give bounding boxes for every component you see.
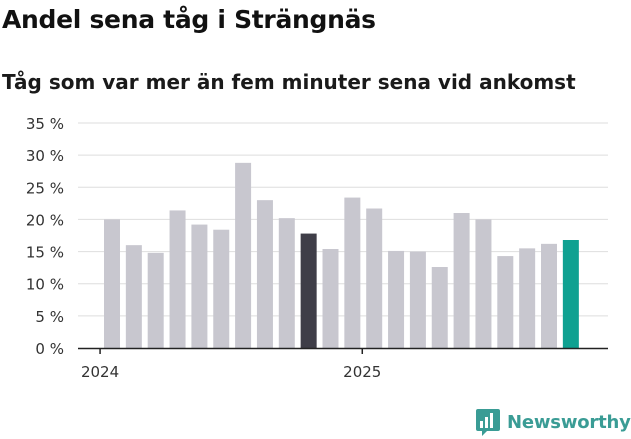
bar bbox=[300, 233, 317, 348]
bar bbox=[519, 248, 536, 348]
bar bbox=[278, 218, 295, 348]
bar bbox=[344, 197, 361, 348]
bar bbox=[322, 249, 339, 348]
bar bbox=[147, 252, 164, 348]
bar bbox=[256, 200, 273, 348]
bar bbox=[409, 251, 426, 348]
chart-subtitle: Tåg som var mer än fem minuter sena vid … bbox=[2, 70, 576, 94]
bar bbox=[125, 245, 142, 348]
y-tick-label: 35 % bbox=[26, 115, 64, 133]
y-tick-label: 20 % bbox=[26, 211, 64, 229]
bar bbox=[169, 210, 186, 348]
bar bbox=[453, 213, 470, 348]
bar bbox=[213, 229, 230, 348]
bar bbox=[431, 267, 448, 348]
chart-title: Andel sena tåg i Strängnäs bbox=[2, 5, 376, 34]
bar bbox=[191, 224, 208, 348]
y-tick-label: 25 % bbox=[26, 179, 64, 197]
y-tick-label: 0 % bbox=[35, 340, 64, 358]
brand-name: Newsworthy bbox=[507, 411, 631, 433]
y-tick-label: 15 % bbox=[26, 244, 64, 262]
bar bbox=[541, 243, 557, 348]
bar bbox=[104, 219, 120, 348]
x-tick-label: 2025 bbox=[343, 363, 381, 381]
x-tick-label: 2024 bbox=[81, 363, 119, 381]
newsworthy-logo-icon bbox=[476, 409, 500, 436]
bar bbox=[235, 162, 252, 348]
bar bbox=[475, 219, 492, 348]
bar bbox=[562, 240, 579, 348]
bar bbox=[497, 256, 514, 348]
y-tick-label: 10 % bbox=[26, 276, 64, 294]
bar bbox=[388, 250, 405, 348]
bar bbox=[366, 208, 383, 348]
newsworthy-logo: Newsworthy bbox=[475, 407, 631, 437]
y-tick-label: 5 % bbox=[35, 308, 64, 326]
y-tick-label: 30 % bbox=[26, 147, 64, 165]
